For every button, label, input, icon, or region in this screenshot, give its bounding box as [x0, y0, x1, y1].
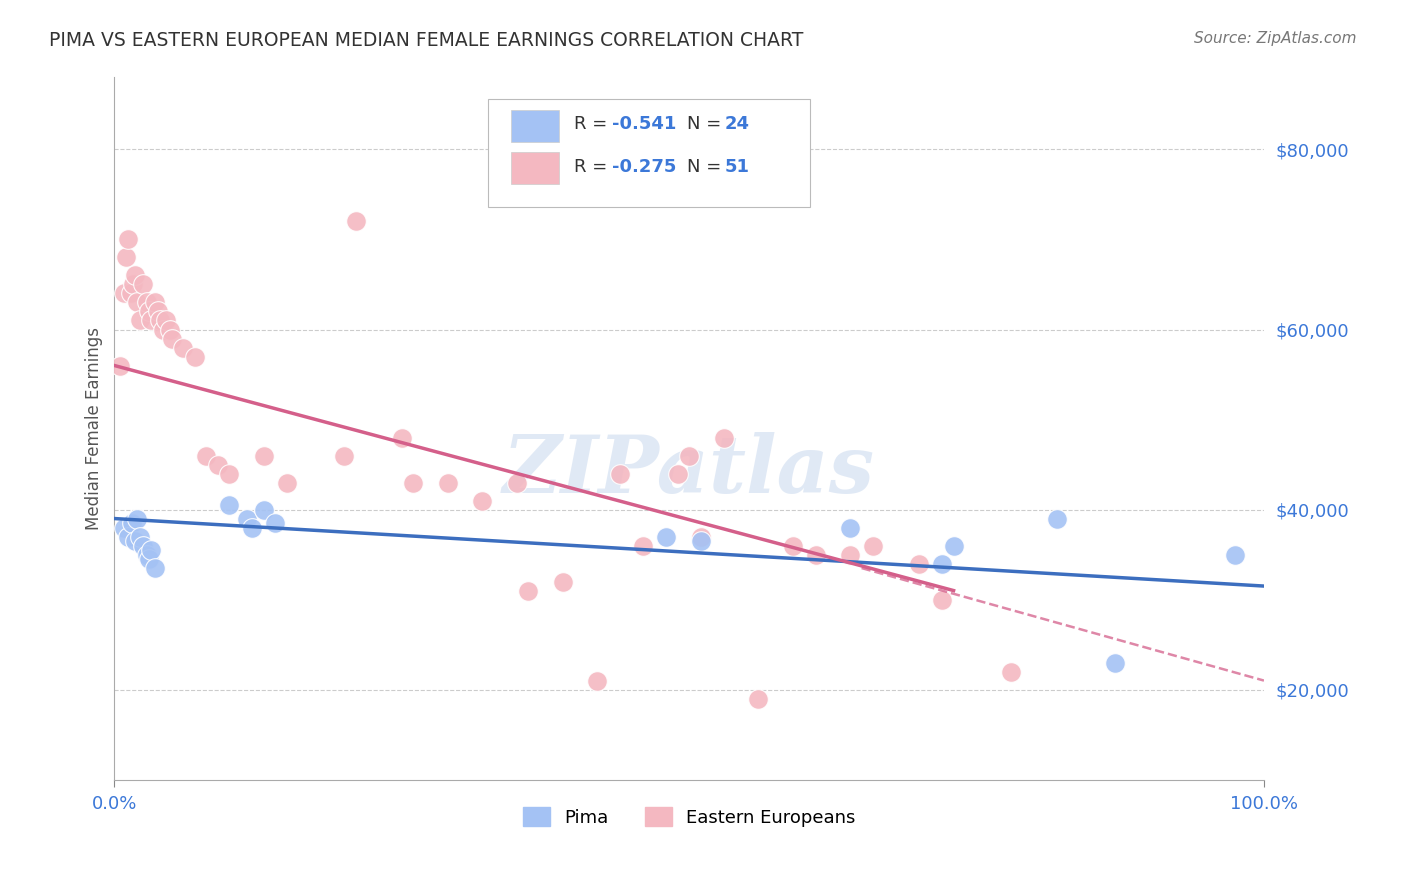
Y-axis label: Median Female Earnings: Median Female Earnings [86, 327, 103, 530]
Point [117, 232, 139, 246]
Point [135, 295, 157, 310]
Text: PIMA VS EASTERN EUROPEAN MEDIAN FEMALE EARNINGS CORRELATION CHART: PIMA VS EASTERN EUROPEAN MEDIAN FEMALE E… [49, 31, 804, 50]
Text: 24: 24 [725, 115, 749, 134]
Point [112, 286, 135, 301]
Point [120, 286, 142, 301]
Point [132, 539, 155, 553]
Point [218, 498, 240, 512]
Point [908, 557, 931, 571]
Point [436, 475, 458, 490]
Point [138, 304, 160, 318]
Point [609, 467, 631, 481]
Text: ZIPatlas: ZIPatlas [503, 432, 876, 509]
Point [143, 561, 166, 575]
Point [839, 548, 862, 562]
Point [344, 214, 367, 228]
Point [506, 475, 529, 490]
Text: N =: N = [688, 115, 727, 134]
Point [804, 548, 827, 562]
Point [141, 313, 163, 327]
Point [127, 511, 149, 525]
Point [1000, 665, 1022, 679]
Point [207, 458, 229, 472]
Point [1104, 656, 1126, 670]
Text: -0.541: -0.541 [612, 115, 676, 134]
Point [839, 520, 862, 534]
Legend: Pima, Eastern Europeans: Pima, Eastern Europeans [516, 800, 863, 834]
Point [253, 502, 276, 516]
Text: Source: ZipAtlas.com: Source: ZipAtlas.com [1194, 31, 1357, 46]
Point [471, 493, 494, 508]
Point [517, 583, 540, 598]
Point [112, 520, 135, 534]
Point [931, 557, 953, 571]
Point [132, 277, 155, 292]
Point [551, 574, 574, 589]
Point [391, 431, 413, 445]
Point [333, 449, 356, 463]
FancyBboxPatch shape [488, 98, 810, 207]
FancyBboxPatch shape [510, 152, 560, 184]
Point [195, 449, 218, 463]
Point [155, 313, 177, 327]
Point [862, 539, 884, 553]
Point [117, 530, 139, 544]
Point [172, 341, 194, 355]
Point [253, 449, 276, 463]
Point [678, 449, 700, 463]
Point [218, 467, 240, 481]
Point [264, 516, 287, 530]
Point [586, 673, 609, 688]
Point [124, 534, 146, 549]
Point [159, 322, 181, 336]
Point [121, 516, 143, 530]
Text: -0.275: -0.275 [612, 158, 676, 177]
Point [135, 548, 157, 562]
Point [276, 475, 298, 490]
Point [115, 251, 138, 265]
Point [124, 268, 146, 283]
Point [402, 475, 425, 490]
Point [127, 295, 149, 310]
Point [1225, 548, 1247, 562]
Point [235, 511, 257, 525]
Point [184, 350, 207, 364]
Point [931, 592, 953, 607]
Point [747, 691, 769, 706]
Point [108, 359, 131, 373]
Point [141, 543, 163, 558]
Point [128, 313, 150, 327]
Text: R =: R = [574, 158, 613, 177]
Point [689, 530, 711, 544]
Point [666, 467, 689, 481]
Text: N =: N = [688, 158, 727, 177]
Point [240, 520, 263, 534]
FancyBboxPatch shape [510, 110, 560, 142]
Point [1046, 511, 1069, 525]
Point [128, 530, 150, 544]
Point [713, 431, 735, 445]
Point [782, 539, 804, 553]
Point [942, 539, 965, 553]
Point [689, 534, 711, 549]
Text: R =: R = [574, 115, 613, 134]
Point [138, 552, 160, 566]
Point [146, 304, 169, 318]
Point [655, 530, 678, 544]
Point [149, 313, 172, 327]
Text: 51: 51 [725, 158, 749, 177]
Point [143, 295, 166, 310]
Point [121, 277, 143, 292]
Point [152, 322, 174, 336]
Point [160, 331, 183, 345]
Point [631, 539, 654, 553]
